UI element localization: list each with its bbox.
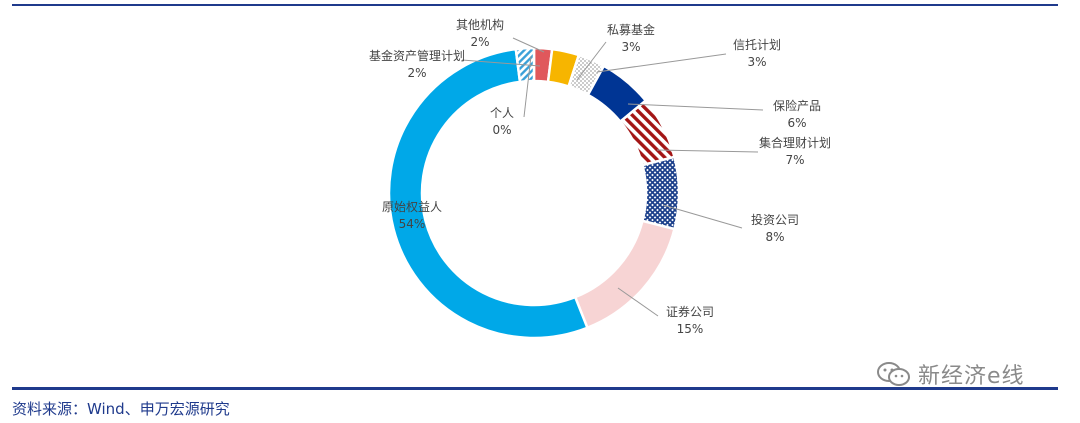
slice-label-7: 集合理财计划	[759, 135, 831, 150]
donut-chart: 个人 0% 其他机构 2% 私募基金 3% 信托计划 3% 保险产品 6% 集合理财计划 7% 投资公司…	[369, 17, 831, 340]
leader-line-9	[617, 287, 659, 317]
slice-label-9: 证券公司	[666, 304, 714, 319]
watermark: 新经济e线	[876, 358, 1025, 390]
slice-value-3: 2%	[470, 35, 489, 49]
slice-value-8: 8%	[765, 230, 784, 244]
watermark-text: 新经济e线	[918, 364, 1025, 389]
slice-value-1: 54%	[399, 217, 426, 231]
slice-value-7: 7%	[785, 153, 804, 167]
leader-line-10	[523, 55, 532, 118]
leader-line-5	[596, 53, 727, 73]
slice-9	[573, 219, 676, 330]
slice-label-10: 个人	[490, 106, 514, 120]
leader-line-4	[576, 41, 607, 81]
slice-value-5: 3%	[747, 55, 766, 69]
slice-label-8: 投资公司	[751, 212, 799, 227]
slice-label-4: 私募基金	[607, 22, 655, 37]
slice-label-2: 基金资产管理计划	[369, 48, 465, 63]
leader-line-2	[461, 59, 541, 67]
leader-line-8	[662, 204, 743, 229]
slice-value-9: 15%	[677, 322, 704, 336]
top-rule	[12, 4, 1058, 6]
slice-value-6: 6%	[787, 116, 806, 130]
leader-line-7	[656, 149, 759, 153]
slice-8	[640, 155, 681, 231]
slice-value-10: 0%	[492, 123, 511, 137]
slice-label-6: 保险产品	[773, 98, 821, 113]
slice-label-5: 信托计划	[733, 38, 781, 52]
leader-line-3	[512, 37, 545, 53]
slice-value-2: 2%	[407, 66, 426, 80]
leader-line-6	[627, 103, 764, 111]
slice-1	[387, 47, 590, 340]
slice-label-3: 其他机构	[456, 17, 504, 32]
wechat-icon	[877, 362, 910, 386]
source-note: 资料来源：Wind、申万宏源研究	[12, 400, 230, 418]
slice-value-4: 3%	[621, 40, 640, 54]
bottom-rule	[12, 387, 1058, 390]
slice-label-1: 原始权益人	[382, 200, 442, 214]
